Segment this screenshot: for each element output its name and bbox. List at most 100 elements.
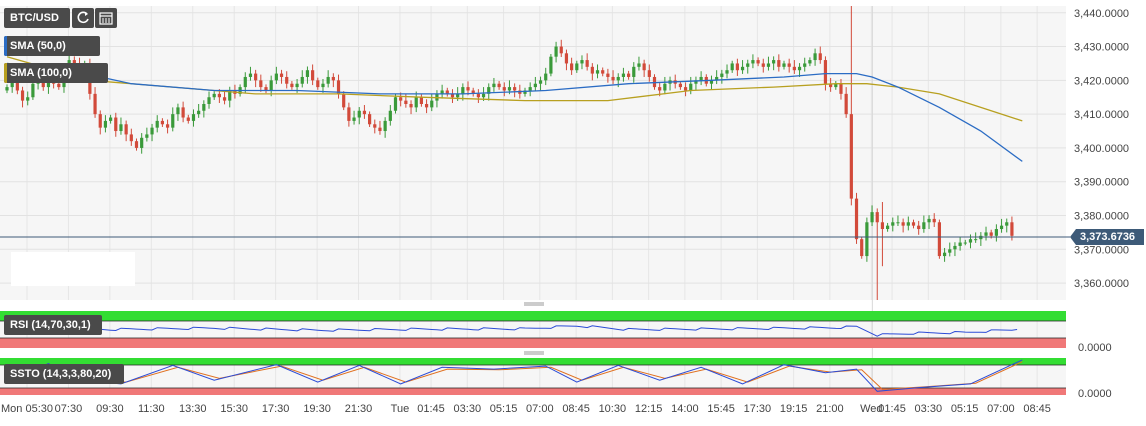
- candle-up: [1005, 222, 1009, 226]
- candle-down: [20, 90, 25, 101]
- x-tick-label: 15:45: [707, 403, 735, 415]
- candle-up: [26, 97, 30, 101]
- x-tick-label: 14:00: [671, 403, 699, 415]
- candle-up: [720, 73, 724, 77]
- candle-up: [150, 127, 154, 135]
- candle-down: [259, 80, 263, 88]
- candle-up: [492, 83, 496, 88]
- candle-up: [580, 60, 584, 64]
- candle-down: [450, 93, 455, 98]
- candle-up: [248, 73, 253, 77]
- candle-down: [880, 222, 885, 230]
- candle-down: [497, 83, 501, 88]
- candle-up: [994, 229, 998, 236]
- sma50-color-swatch: [4, 36, 7, 56]
- candle-up: [554, 46, 558, 57]
- candle-down: [160, 120, 164, 125]
- candle-up: [383, 120, 387, 132]
- refresh-button[interactable]: [72, 8, 94, 28]
- y-tick-label: 3,430.0000: [1074, 42, 1129, 54]
- candle-down: [875, 212, 879, 223]
- x-tick-label: Mon 05:30: [1, 403, 53, 415]
- candle-up: [621, 73, 626, 77]
- candle-up: [197, 110, 201, 115]
- candle-up: [300, 76, 304, 84]
- candle-up: [730, 63, 734, 71]
- candle-down: [404, 100, 408, 104]
- x-tick-label: 10:30: [599, 403, 627, 415]
- candle-down: [761, 63, 765, 67]
- candle-up: [694, 80, 698, 84]
- x-tick-label: 12:15: [635, 403, 663, 415]
- sma100-label[interactable]: SMA (100,0): [4, 63, 108, 83]
- blank-overlay-box: [11, 252, 135, 286]
- candle-down: [901, 222, 905, 226]
- candle-down: [129, 134, 133, 142]
- candle-up: [865, 222, 869, 257]
- candle-down: [989, 232, 993, 236]
- candle-down: [342, 93, 346, 108]
- candle-up: [984, 232, 988, 236]
- candle-down: [627, 73, 631, 77]
- candle-down: [316, 80, 320, 88]
- x-tick-label: 01:45: [417, 403, 445, 415]
- candle-down: [502, 87, 506, 91]
- rsi-overbought-zone: [0, 311, 1066, 321]
- x-tick-label: 03:30: [915, 403, 943, 415]
- candle-up: [202, 104, 206, 111]
- candle-down: [134, 141, 139, 148]
- candle-up: [243, 76, 247, 88]
- candle-up: [772, 60, 776, 64]
- candle-down: [347, 107, 351, 121]
- candle-down: [756, 60, 760, 64]
- ssto-tick-label: 0.0000: [1078, 388, 1112, 400]
- candle-up: [808, 60, 812, 64]
- x-tick-label: 05:15: [951, 403, 979, 415]
- x-tick-label: 03:30: [454, 403, 482, 415]
- candle-down: [165, 124, 170, 128]
- x-tick-label: 05:15: [490, 403, 518, 415]
- calendar-button[interactable]: [95, 8, 117, 28]
- rsi-label[interactable]: RSI (14,70,30,1): [4, 315, 102, 335]
- x-tick-label: 08:45: [1023, 403, 1051, 415]
- candle-up: [549, 56, 553, 74]
- candle-down: [787, 63, 791, 67]
- candle-down: [368, 114, 372, 125]
- candle-down: [917, 225, 921, 230]
- candle-up: [715, 76, 719, 81]
- symbol-label[interactable]: BTC/USD: [4, 8, 70, 28]
- x-tick-label: 21:30: [345, 403, 373, 415]
- ssto-k-line: [6, 359, 1023, 392]
- candle-up: [968, 239, 973, 243]
- candle-up: [109, 117, 113, 121]
- candle-down: [311, 70, 315, 81]
- candle-up: [927, 218, 931, 223]
- candle-up: [922, 222, 926, 230]
- sma50-label[interactable]: SMA (50,0): [4, 36, 100, 56]
- current-price-badge: 3,373.6736: [1070, 229, 1144, 245]
- candle-up: [544, 73, 548, 81]
- candle-up: [528, 87, 532, 91]
- candle-up: [212, 93, 216, 98]
- candle-down: [658, 87, 662, 91]
- ssto-label[interactable]: SSTO (14,3,3,80,20): [4, 364, 124, 384]
- candle-down: [331, 76, 335, 81]
- candle-down: [124, 124, 128, 135]
- candle-up: [207, 97, 211, 104]
- candle-down: [678, 83, 682, 88]
- candle-up: [746, 63, 750, 67]
- x-tick-label: 09:30: [96, 403, 124, 415]
- candle-up: [813, 53, 817, 61]
- candle-up: [305, 70, 310, 77]
- candle-down: [611, 76, 615, 81]
- candle-down: [829, 83, 833, 88]
- candle-down: [844, 93, 848, 115]
- x-tick-label: 07:00: [987, 403, 1015, 415]
- candle-up: [155, 120, 159, 128]
- candle-up: [766, 63, 771, 67]
- symbol-text: BTC/USD: [10, 12, 59, 24]
- x-tick-label: 17:30: [744, 403, 772, 415]
- y-tick-label: 3,360.0000: [1074, 278, 1129, 290]
